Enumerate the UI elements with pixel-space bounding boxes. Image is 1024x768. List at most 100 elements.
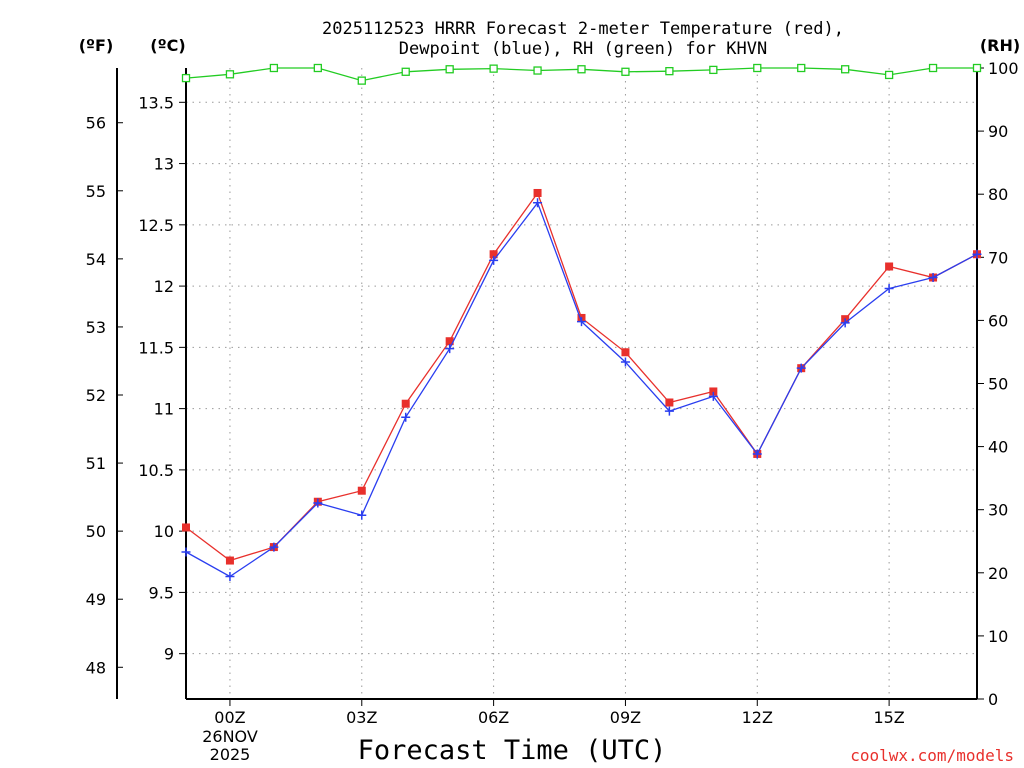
rh-data-point <box>357 76 366 85</box>
temperature-data-point <box>489 250 498 259</box>
rh-data-point <box>181 73 191 83</box>
rh-data-point <box>884 70 894 80</box>
rh-tick-label: 60 <box>988 311 1008 330</box>
axis-ticks: 00Z 03Z 06Z 09Z 12Z 15Z 9 9.5 10 10.5 11 11.5 12 12.5… <box>86 59 1019 727</box>
celsius-tick-label: 11 <box>154 400 174 419</box>
dewpoint-data-point <box>357 510 367 520</box>
celsius-tick-label: 9.5 <box>149 583 174 602</box>
celsius-tick-label: 9 <box>164 645 174 664</box>
fahrenheit-tick-label: 51 <box>86 454 106 473</box>
rh-data-point <box>401 67 410 76</box>
dewpoint-data-point <box>401 412 411 422</box>
credit-text: coolwx.com/models <box>850 746 1014 765</box>
rh-tick-label: 20 <box>988 564 1008 583</box>
dewpoint-data-point <box>752 449 762 459</box>
dewpoint-series-line <box>185 201 978 578</box>
series-layer <box>181 63 982 581</box>
celsius-tick-label: 10 <box>154 522 174 541</box>
x-tick-label: 00Z <box>214 708 245 727</box>
rh-data-point <box>313 63 322 73</box>
dewpoint-data-point <box>533 198 543 208</box>
rh-tick-label: 80 <box>988 185 1008 204</box>
celsius-tick-label: 13 <box>154 155 174 174</box>
rh-tick-label: 10 <box>988 627 1008 646</box>
temperature-data-point <box>182 523 190 532</box>
celsius-tick-label: 12 <box>154 277 174 296</box>
date-label-day: 26NOV <box>202 727 258 746</box>
celsius-tick-label: 11.5 <box>138 338 174 357</box>
temperature-data-point <box>709 387 718 396</box>
celsius-tick-label: 12.5 <box>138 216 174 235</box>
x-tick-label: 15Z <box>873 708 904 727</box>
rh-data-point <box>665 67 674 76</box>
grid-lines <box>186 68 977 699</box>
rh-data-point <box>269 63 279 73</box>
temperature-data-point <box>225 556 234 565</box>
chart-title-line1: 2025112523 HRRR Forecast 2-meter Tempera… <box>322 19 844 39</box>
x-axis-label: Forecast Time (UTC) <box>358 735 667 766</box>
dewpoint-data-point <box>664 406 674 416</box>
temperature-data-point <box>533 188 542 197</box>
dewpoint-data-point <box>181 547 191 557</box>
x-tick-label: 12Z <box>742 708 773 727</box>
fahrenheit-tick-label: 54 <box>86 250 106 269</box>
dewpoint-data-point <box>972 249 982 259</box>
rh-tick-label: 50 <box>988 375 1008 394</box>
rh-data-point <box>841 65 850 74</box>
dewpoint-data-point <box>796 363 806 373</box>
dewpoint-data-point <box>313 498 323 508</box>
dewpoint-data-point <box>489 255 499 265</box>
rh-axis-unit: (RH) <box>980 36 1020 55</box>
rh-data-point <box>709 65 718 75</box>
rh-tick-label: 70 <box>988 248 1008 267</box>
rh-tick-label: 100 <box>988 59 1019 78</box>
fahrenheit-tick-label: 52 <box>86 386 106 405</box>
temperature-data-point <box>401 399 410 408</box>
dewpoint-data-point <box>840 318 850 328</box>
rh-data-point <box>621 67 630 76</box>
fahrenheit-axis-unit: (ºF) <box>79 36 114 55</box>
fahrenheit-tick-label: 55 <box>86 182 106 201</box>
temperature-data-point <box>665 398 674 407</box>
rh-tick-label: 30 <box>988 501 1008 520</box>
dewpoint-data-point <box>928 273 938 283</box>
rh-data-point <box>489 64 498 73</box>
dewpoint-data-point <box>884 284 894 294</box>
rh-data-point <box>445 65 454 74</box>
rh-data-point <box>753 63 762 73</box>
dewpoint-data-point <box>445 344 455 354</box>
rh-data-point <box>928 63 938 73</box>
fahrenheit-tick-label: 48 <box>86 658 106 677</box>
date-label-year: 2025 <box>210 745 251 764</box>
temperature-data-point <box>621 348 630 357</box>
celsius-tick-label: 10.5 <box>138 461 174 480</box>
temperature-series-line <box>185 191 978 562</box>
x-tick-label: 09Z <box>610 708 641 727</box>
dewpoint-data-point <box>269 542 279 552</box>
rh-data-point <box>577 65 586 74</box>
rh-tick-label: 90 <box>988 122 1008 141</box>
rh-tick-label: 0 <box>988 690 998 709</box>
dewpoint-data-point <box>577 317 586 327</box>
rh-data-point <box>225 70 235 79</box>
dewpoint-data-point <box>620 357 630 367</box>
x-tick-label: 03Z <box>346 708 377 727</box>
rh-data-point <box>972 63 982 73</box>
celsius-tick-label: 13.5 <box>138 93 174 112</box>
fahrenheit-tick-label: 50 <box>86 522 106 541</box>
fahrenheit-tick-label: 53 <box>86 318 106 337</box>
fahrenheit-tick-label: 49 <box>86 590 106 609</box>
dewpoint-data-point <box>225 571 235 581</box>
chart-title-line2: Dewpoint (blue), RH (green) for KHVN <box>399 39 767 59</box>
rh-data-point <box>533 66 542 75</box>
fahrenheit-tick-label: 56 <box>86 114 106 133</box>
temperature-data-point <box>885 262 894 271</box>
temperature-data-point <box>357 486 366 495</box>
dewpoint-data-point <box>708 391 718 401</box>
rh-data-point <box>797 63 806 73</box>
chart-axes <box>116 68 978 700</box>
temperature-data-point <box>445 337 454 346</box>
celsius-axis-unit: (ºC) <box>150 36 185 55</box>
x-tick-label: 06Z <box>478 708 509 727</box>
